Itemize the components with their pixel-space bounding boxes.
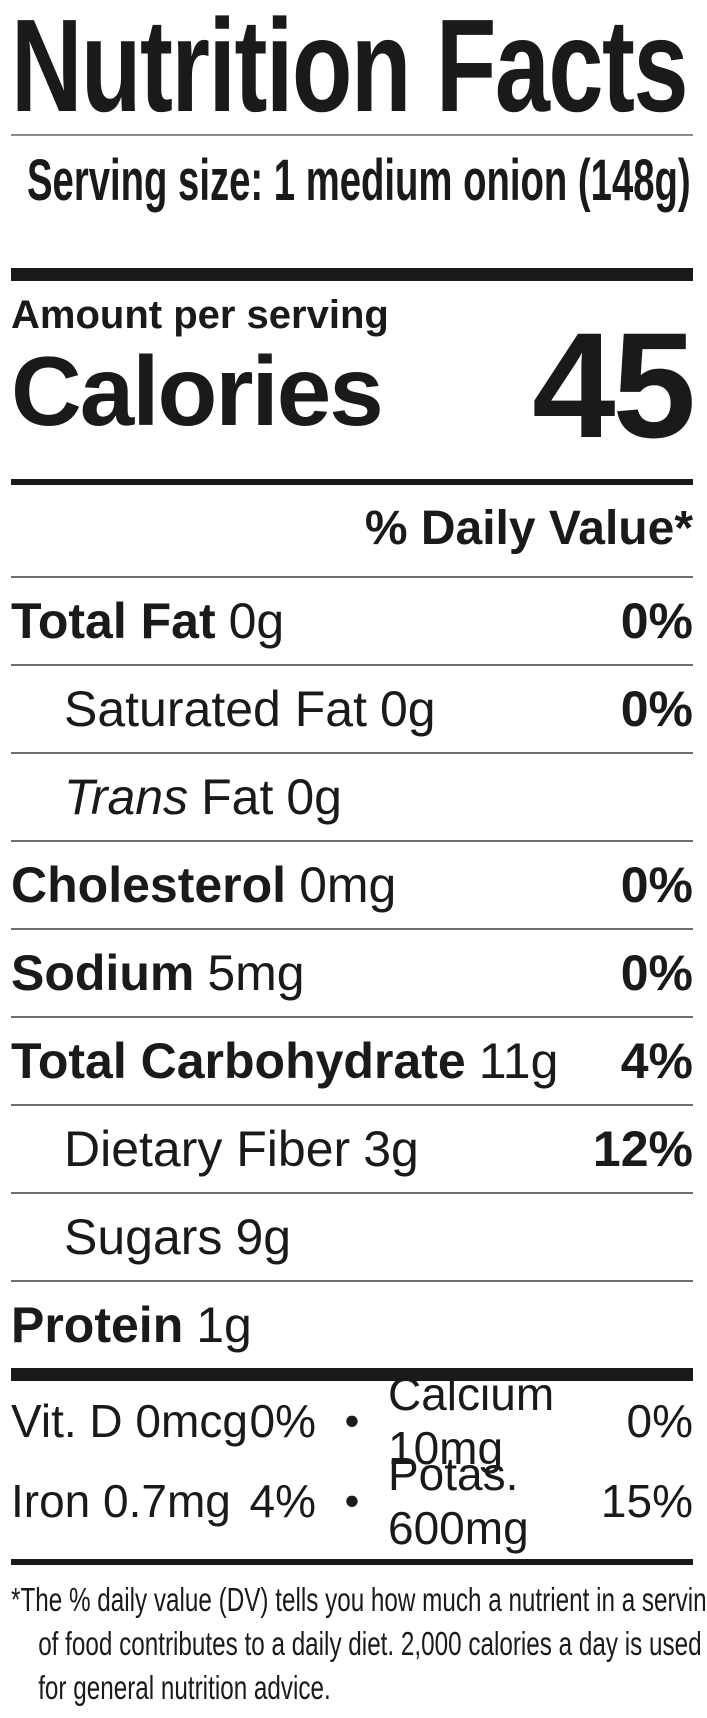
nutrient-name-italic: Trans xyxy=(64,768,189,825)
daily-value-header: % Daily Value* xyxy=(364,501,693,555)
nutrient-name: Total Carbohydrate xyxy=(11,1032,466,1089)
nutrient-dv: 0% xyxy=(620,856,693,913)
calories-left-column: Amount per serving Calories xyxy=(11,293,389,447)
calories-label: Calories xyxy=(11,336,384,447)
row-sodium-name: Sodium 5mg xyxy=(11,944,305,1002)
nutrient-name: Saturated Fat xyxy=(64,680,367,737)
calories-value: 45 xyxy=(532,300,696,469)
label-title: Nutrition Facts xyxy=(11,0,689,139)
nutrient-name: Protein xyxy=(11,1296,184,1353)
nutrient-name: Dietary Fiber xyxy=(64,1120,351,1177)
nutrient-amount: 0g xyxy=(379,680,436,737)
nutrient-name: Total Fat xyxy=(11,592,216,649)
nutrient-amount: 9g xyxy=(235,1208,292,1265)
nutrient-name: Sodium xyxy=(11,944,195,1001)
nutrient-dv: 0% xyxy=(620,944,693,1001)
micro-dv: 15% xyxy=(600,1474,693,1527)
nutrient-name: Sugars xyxy=(64,1208,223,1265)
row-total-fat: Total Fat 0g 0% xyxy=(11,575,693,664)
micro-dv: 0% xyxy=(626,1394,693,1447)
title-divider xyxy=(11,134,693,137)
nutrient-amount: 0g xyxy=(228,592,285,649)
row-sodium: Sodium 5mg 0% xyxy=(11,927,693,1016)
amount-per-serving: Amount per serving xyxy=(11,293,389,338)
row-dietary-fiber: Dietary Fiber 3g 12% xyxy=(11,1103,693,1192)
micro-name: Potas. 600mg xyxy=(388,1447,529,1554)
row-total-carbohydrate: Total Carbohydrate 11g 4% xyxy=(11,1015,693,1104)
nutrient-amount: 11g xyxy=(478,1032,559,1089)
micro-name: Calcium 10mg xyxy=(388,1367,555,1474)
row-trans-fat: Trans Fat 0g xyxy=(11,751,693,840)
nutrient-dv: 0% xyxy=(620,592,693,649)
nutrient-amount: 1g xyxy=(196,1296,252,1353)
micro-left-cell: Vit. D 0mcg 0% xyxy=(11,1394,316,1448)
row-sugars: Sugars 9g xyxy=(11,1191,693,1280)
row-protein: Protein 1g xyxy=(11,1279,693,1368)
row-sugars-name: Sugars 9g xyxy=(64,1208,291,1266)
bullet-separator: • xyxy=(344,1396,360,1444)
micro-row-iron-potassium: Iron 0.7mg 4% • Potas. 600mg 15% xyxy=(11,1448,693,1554)
row-total-carbohydrate-name: Total Carbohydrate 11g xyxy=(11,1032,558,1090)
micro-left-cell: Iron 0.7mg 4% xyxy=(11,1474,316,1528)
serving-size: Serving size: 1 medium onion (148g) xyxy=(27,148,691,214)
micro-name: Iron 0.7mg xyxy=(11,1474,231,1527)
micro-name: Vit. D 0mcg xyxy=(11,1394,248,1447)
micro-dv: 4% xyxy=(249,1474,316,1527)
thick-divider-top xyxy=(11,268,693,282)
row-trans-fat-name: Trans Fat 0g xyxy=(64,768,342,826)
row-saturated-fat: Saturated Fat 0g 0% xyxy=(11,663,693,752)
nutrient-dv: 4% xyxy=(620,1032,693,1089)
nutrient-rows: Total Fat 0g 0% Saturated Fat 0g 0% Tran… xyxy=(11,575,693,1368)
micro-dv: 0% xyxy=(249,1394,316,1447)
micro-right-cell: Calcium 10mg 0% xyxy=(388,1367,693,1475)
nutrient-amount: 0g xyxy=(286,768,342,825)
row-saturated-fat-name: Saturated Fat 0g xyxy=(64,680,436,738)
calories-section: Amount per serving Calories 45 xyxy=(11,293,696,469)
nutrient-amount: 0mg xyxy=(299,856,397,913)
nutrient-name: Fat xyxy=(201,768,274,825)
nutrient-dv: 0% xyxy=(620,680,693,737)
nutrient-dv: 12% xyxy=(592,1120,693,1177)
bullet-separator: • xyxy=(344,1476,360,1524)
medium-divider-above-footnote xyxy=(11,1558,693,1565)
nutrient-name: Cholesterol xyxy=(11,856,287,913)
nutrient-amount: 5mg xyxy=(207,944,305,1001)
micro-right-cell: Potas. 600mg 15% xyxy=(388,1447,693,1555)
daily-value-footnote: *The % daily value (DV) tells you how mu… xyxy=(11,1580,707,1706)
thick-divider-bottom xyxy=(11,1367,693,1381)
nutrient-amount: 3g xyxy=(363,1120,419,1177)
row-dietary-fiber-name: Dietary Fiber 3g xyxy=(64,1120,419,1178)
row-protein-name: Protein 1g xyxy=(11,1296,252,1354)
row-cholesterol-name: Cholesterol 0mg xyxy=(11,856,396,914)
row-cholesterol: Cholesterol 0mg 0% xyxy=(11,839,693,928)
micro-row-vitd-calcium: Vit. D 0mcg 0% • Calcium 10mg 0% xyxy=(11,1368,693,1474)
row-total-fat-name: Total Fat 0g xyxy=(11,592,284,650)
medium-divider-above-dv xyxy=(11,478,693,485)
